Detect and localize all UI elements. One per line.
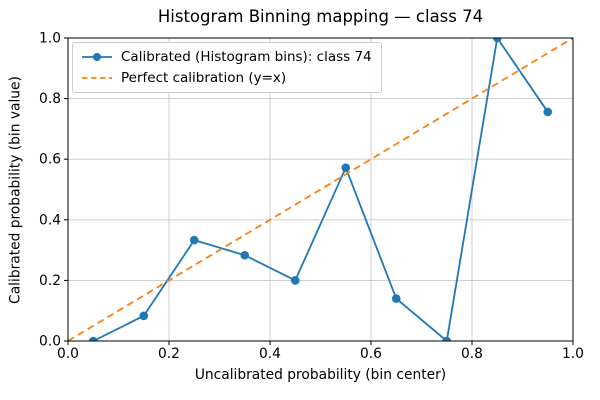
x-tick-label: 1.0 (562, 346, 584, 362)
line-marker-sample-icon (82, 53, 112, 61)
axes-box (67, 37, 574, 342)
y-tick-label: 0.2 (39, 273, 61, 289)
y-tick-label: 1.0 (39, 31, 61, 47)
series-line (92, 38, 549, 341)
y-tick-label: 0.4 (39, 212, 61, 228)
legend-item-perfect: Perfect calibration (y=x) (81, 69, 372, 87)
dashed-line-sample-icon (82, 77, 112, 79)
data-point-marker (139, 311, 149, 321)
data-point-marker (189, 235, 199, 245)
data-point-marker (88, 336, 98, 341)
y-tick-label: 0.8 (39, 91, 61, 107)
legend-label-perfect: Perfect calibration (y=x) (121, 70, 287, 86)
chart-title: Histogram Binning mapping — class 74 (157, 7, 484, 26)
data-point-marker (290, 276, 300, 285)
identity-line (68, 38, 573, 341)
x-tick-label: 0.0 (57, 346, 79, 362)
x-tick-label: 0.4 (259, 346, 281, 362)
x-tick-label: 0.6 (360, 346, 382, 362)
data-point-marker (240, 250, 250, 260)
data-point-marker (492, 38, 502, 43)
legend: Calibrated (Histogram bins): class 74 Pe… (72, 42, 382, 93)
data-point-marker (391, 294, 401, 303)
y-tick-label: 0.0 (39, 334, 61, 350)
data-point-marker (341, 163, 351, 172)
x-tick-label: 0.8 (461, 346, 483, 362)
data-point-marker (543, 107, 553, 117)
y-tick-label: 0.6 (39, 152, 61, 168)
calibrated-series (88, 38, 553, 341)
y-axis-label: Calibrated probability (bin value) (7, 76, 24, 304)
x-tick-label: 0.2 (158, 346, 180, 362)
x-axis-label: Uncalibrated probability (bin center) (194, 367, 447, 383)
legend-label-calibrated: Calibrated (Histogram bins): class 74 (121, 49, 372, 65)
identity-dashed-line (68, 38, 573, 341)
legend-item-calibrated: Calibrated (Histogram bins): class 74 (81, 48, 372, 66)
data-point-marker (442, 336, 452, 341)
